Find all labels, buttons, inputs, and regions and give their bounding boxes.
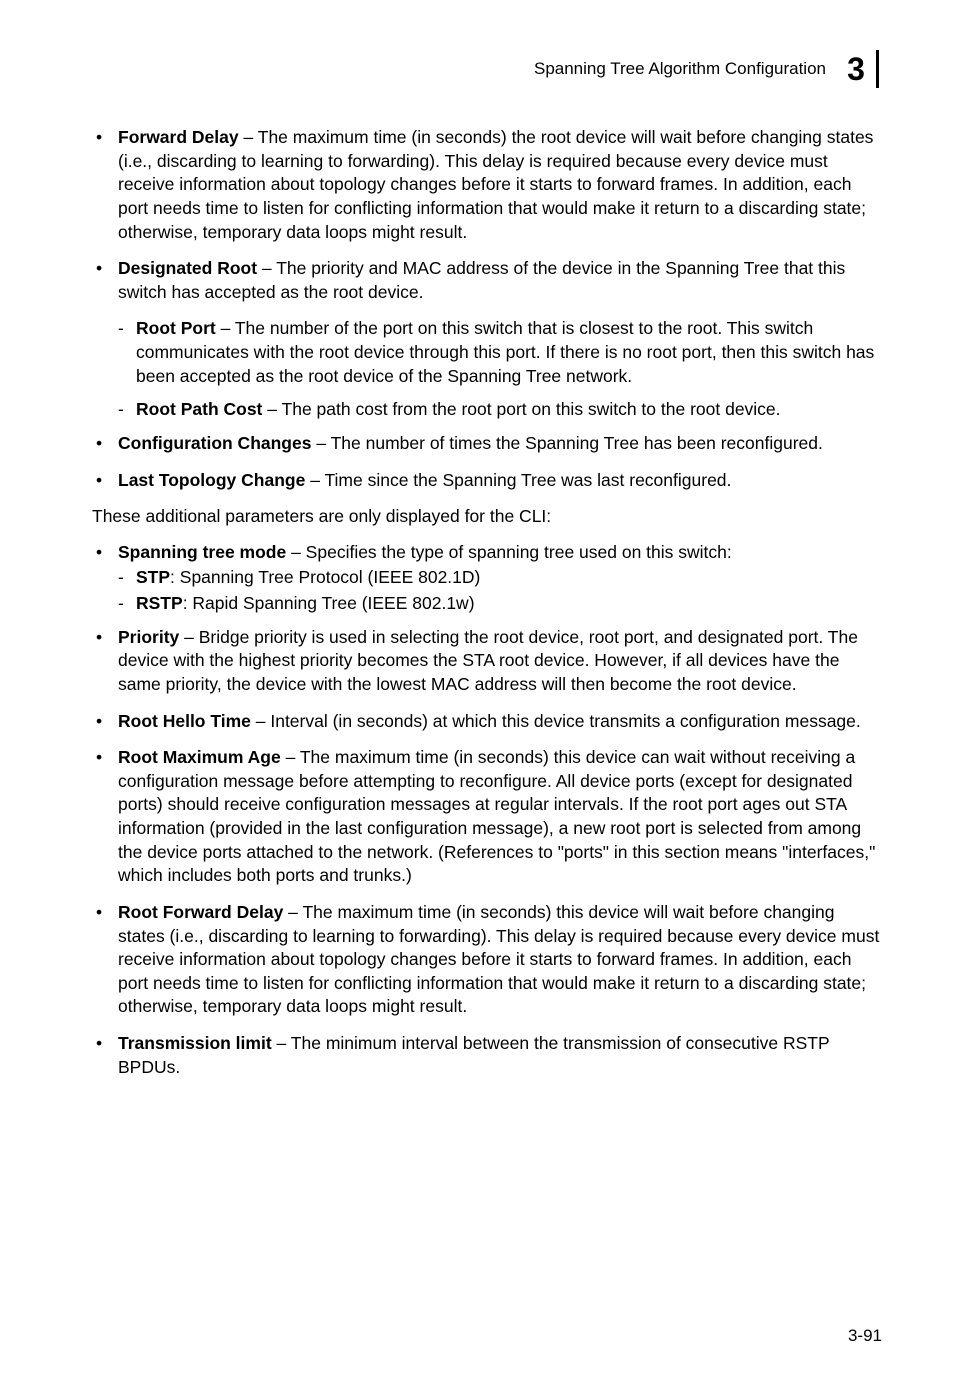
bullet-text: Transmission limit – The minimum interva…: [118, 1032, 882, 1079]
bullet-item: • Configuration Changes – The number of …: [92, 432, 882, 456]
bullet-item: • Designated Root – The priority and MAC…: [92, 257, 882, 304]
bullet-marker: •: [92, 126, 118, 244]
bullet-item: • Forward Delay – The maximum time (in s…: [92, 126, 882, 244]
bullet-item: • Root Hello Time – Interval (in seconds…: [92, 710, 882, 734]
bullet-text: Root Maximum Age – The maximum time (in …: [118, 746, 882, 888]
intro-text: These additional parameters are only dis…: [92, 505, 882, 529]
sub-bullet-marker: -: [118, 566, 136, 590]
sub-bullet-item: - Root Port – The number of the port on …: [118, 317, 882, 388]
bullet-item: • Priority – Bridge priority is used in …: [92, 626, 882, 697]
bullet-item: • Root Forward Delay – The maximum time …: [92, 901, 882, 1019]
bullet-text: Priority – Bridge priority is used in se…: [118, 626, 882, 697]
bullet-item: • Transmission limit – The minimum inter…: [92, 1032, 882, 1079]
bullet-marker: •: [92, 710, 118, 734]
bullet-item: • Root Maximum Age – The maximum time (i…: [92, 746, 882, 888]
bullet-text: Spanning tree mode – Specifies the type …: [118, 541, 882, 565]
sub-bullet-marker: -: [118, 398, 136, 422]
sub-bullet-item: - STP: Spanning Tree Protocol (IEEE 802.…: [118, 566, 882, 590]
bullet-marker: •: [92, 541, 118, 565]
bullet-item: • Last Topology Change – Time since the …: [92, 469, 882, 493]
sub-bullet-text: STP: Spanning Tree Protocol (IEEE 802.1D…: [136, 566, 882, 590]
page-number: 3-91: [848, 1326, 882, 1346]
bullet-marker: •: [92, 257, 118, 304]
header-title: Spanning Tree Algorithm Configuration: [534, 59, 826, 79]
sub-bullet-text: Root Port – The number of the port on th…: [136, 317, 882, 388]
page-header: Spanning Tree Algorithm Configuration 3: [92, 50, 882, 88]
sub-bullet-marker: -: [118, 317, 136, 388]
bullet-marker: •: [92, 432, 118, 456]
bullet-text: Configuration Changes – The number of ti…: [118, 432, 882, 456]
page-content: • Forward Delay – The maximum time (in s…: [92, 126, 882, 1079]
bullet-text: Root Hello Time – Interval (in seconds) …: [118, 710, 882, 734]
sub-bullet-item: - Root Path Cost – The path cost from th…: [118, 398, 882, 422]
bullet-marker: •: [92, 746, 118, 888]
bullet-marker: •: [92, 469, 118, 493]
bullet-marker: •: [92, 626, 118, 697]
bullet-text: Forward Delay – The maximum time (in sec…: [118, 126, 882, 244]
bullet-marker: •: [92, 1032, 118, 1079]
chapter-number: 3: [847, 51, 865, 87]
chapter-number-icon: 3: [840, 50, 882, 88]
sub-bullet-item: - RSTP: Rapid Spanning Tree (IEEE 802.1w…: [118, 592, 882, 616]
bullet-text: Root Forward Delay – The maximum time (i…: [118, 901, 882, 1019]
sub-bullet-text: Root Path Cost – The path cost from the …: [136, 398, 882, 422]
sub-bullet-text: RSTP: Rapid Spanning Tree (IEEE 802.1w): [136, 592, 882, 616]
bullet-text: Designated Root – The priority and MAC a…: [118, 257, 882, 304]
bullet-item: • Spanning tree mode – Specifies the typ…: [92, 541, 882, 565]
bullet-text: Last Topology Change – Time since the Sp…: [118, 469, 882, 493]
bullet-marker: •: [92, 901, 118, 1019]
sub-bullet-marker: -: [118, 592, 136, 616]
